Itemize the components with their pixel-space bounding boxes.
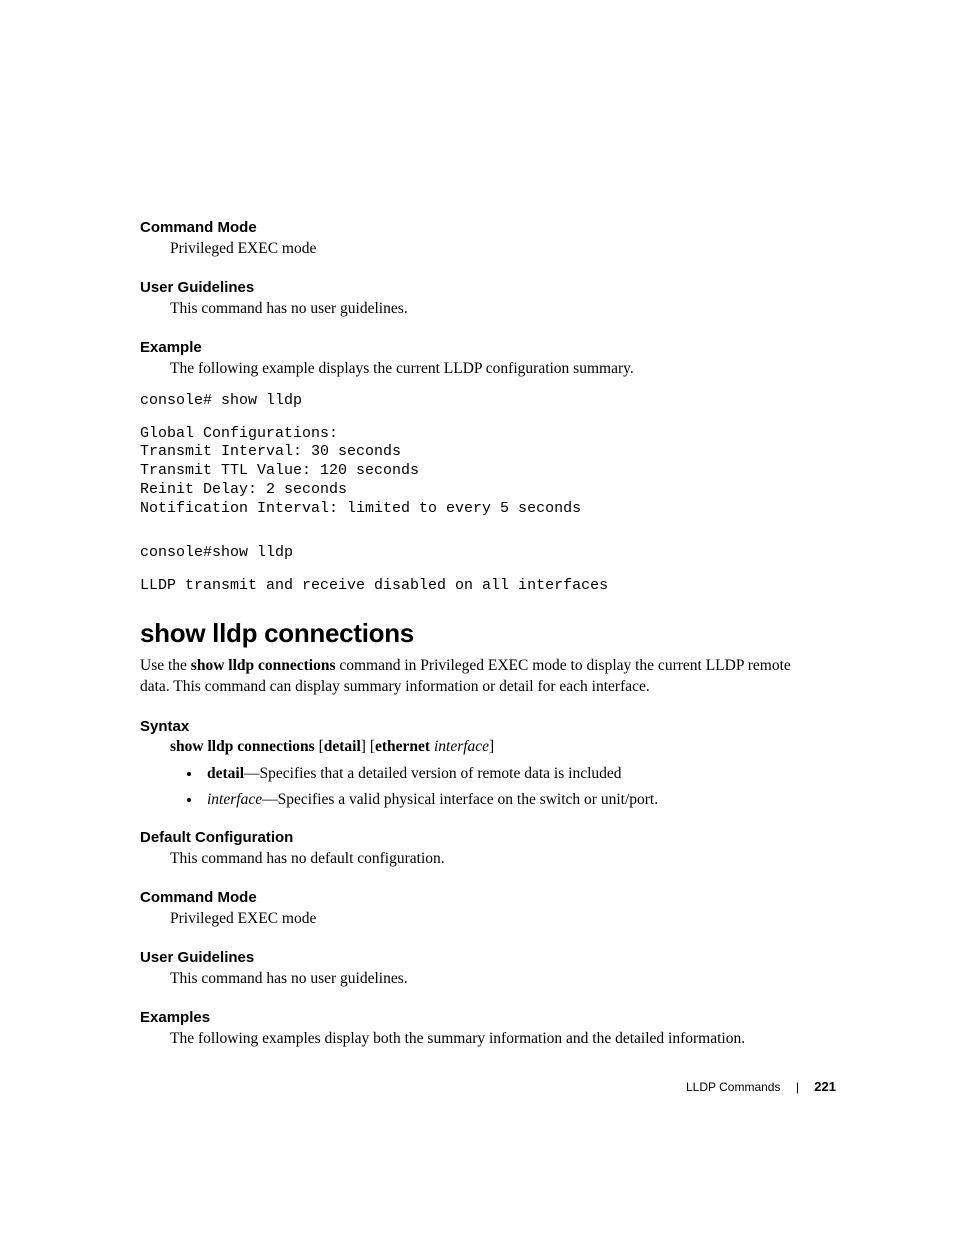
syntax-params-list: detail—Specifies that a detailed version…: [170, 764, 820, 811]
section-body: Privileged EXEC mode: [170, 239, 820, 260]
syntax-cmd: show lldp connections: [170, 738, 315, 755]
param-term: interface: [207, 791, 262, 808]
code-block-2: Global Configurations: Transmit Interval…: [140, 425, 820, 519]
section-heading: Command Mode: [140, 889, 820, 906]
content-area: Command Mode Privileged EXEC mode User G…: [140, 219, 820, 1069]
list-item: interface—Specifies a valid physical int…: [202, 790, 820, 811]
intro-command-name: show lldp connections: [191, 657, 336, 674]
footer-page-number: 221: [814, 1079, 836, 1094]
page: Command Mode Privileged EXEC mode User G…: [0, 0, 954, 1235]
syntax-keyword-detail: detail: [324, 738, 361, 755]
syntax-section: Syntax show lldp connections [detail] [e…: [140, 718, 820, 811]
intro-pre: Use the: [140, 657, 191, 674]
code-block-1: console# show lldp: [140, 392, 820, 411]
code-block-3: console#show lldp: [140, 544, 820, 563]
section-heading: Example: [140, 339, 820, 356]
syntax-keyword-ethernet: ethernet: [375, 738, 430, 755]
param-term: detail: [207, 765, 244, 782]
user-guidelines-section-1: User Guidelines This command has no user…: [140, 279, 820, 320]
syntax-bracket: ]: [489, 738, 494, 755]
syntax-bracket: ] [: [361, 738, 375, 755]
command-mode-section-2: Command Mode Privileged EXEC mode: [140, 889, 820, 930]
section-heading: Command Mode: [140, 219, 820, 236]
section-body: The following examples display both the …: [170, 1029, 820, 1050]
example-section: Example The following example displays t…: [140, 339, 820, 380]
section-heading: User Guidelines: [140, 279, 820, 296]
section-body: The following example displays the curre…: [170, 359, 820, 380]
param-desc: —Specifies that a detailed version of re…: [244, 765, 621, 782]
command-intro: Use the show lldp connections command in…: [140, 656, 820, 698]
param-desc: —Specifies a valid physical interface on…: [262, 791, 658, 808]
section-heading: Syntax: [140, 718, 820, 735]
section-heading: Default Configuration: [140, 829, 820, 846]
code-block-4: LLDP transmit and receive disabled on al…: [140, 577, 820, 596]
section-body: This command has no user guidelines.: [170, 299, 820, 320]
footer-separator: |: [796, 1080, 799, 1094]
user-guidelines-section-2: User Guidelines This command has no user…: [140, 949, 820, 990]
list-item: detail—Specifies that a detailed version…: [202, 764, 820, 785]
command-title: show lldp connections: [140, 618, 820, 649]
section-body: This command has no user guidelines.: [170, 969, 820, 990]
section-body: This command has no default configuratio…: [170, 849, 820, 870]
syntax-bracket: [: [315, 738, 324, 755]
default-config-section: Default Configuration This command has n…: [140, 829, 820, 870]
syntax-line: show lldp connections [detail] [ethernet…: [170, 738, 820, 756]
section-heading: Examples: [140, 1009, 820, 1026]
command-mode-section-1: Command Mode Privileged EXEC mode: [140, 219, 820, 260]
syntax-param-interface: interface: [434, 738, 489, 755]
section-heading: User Guidelines: [140, 949, 820, 966]
examples-section: Examples The following examples display …: [140, 1009, 820, 1050]
section-body: Privileged EXEC mode: [170, 909, 820, 930]
page-footer: LLDP Commands | 221: [686, 1079, 836, 1094]
footer-chapter: LLDP Commands: [686, 1080, 781, 1094]
